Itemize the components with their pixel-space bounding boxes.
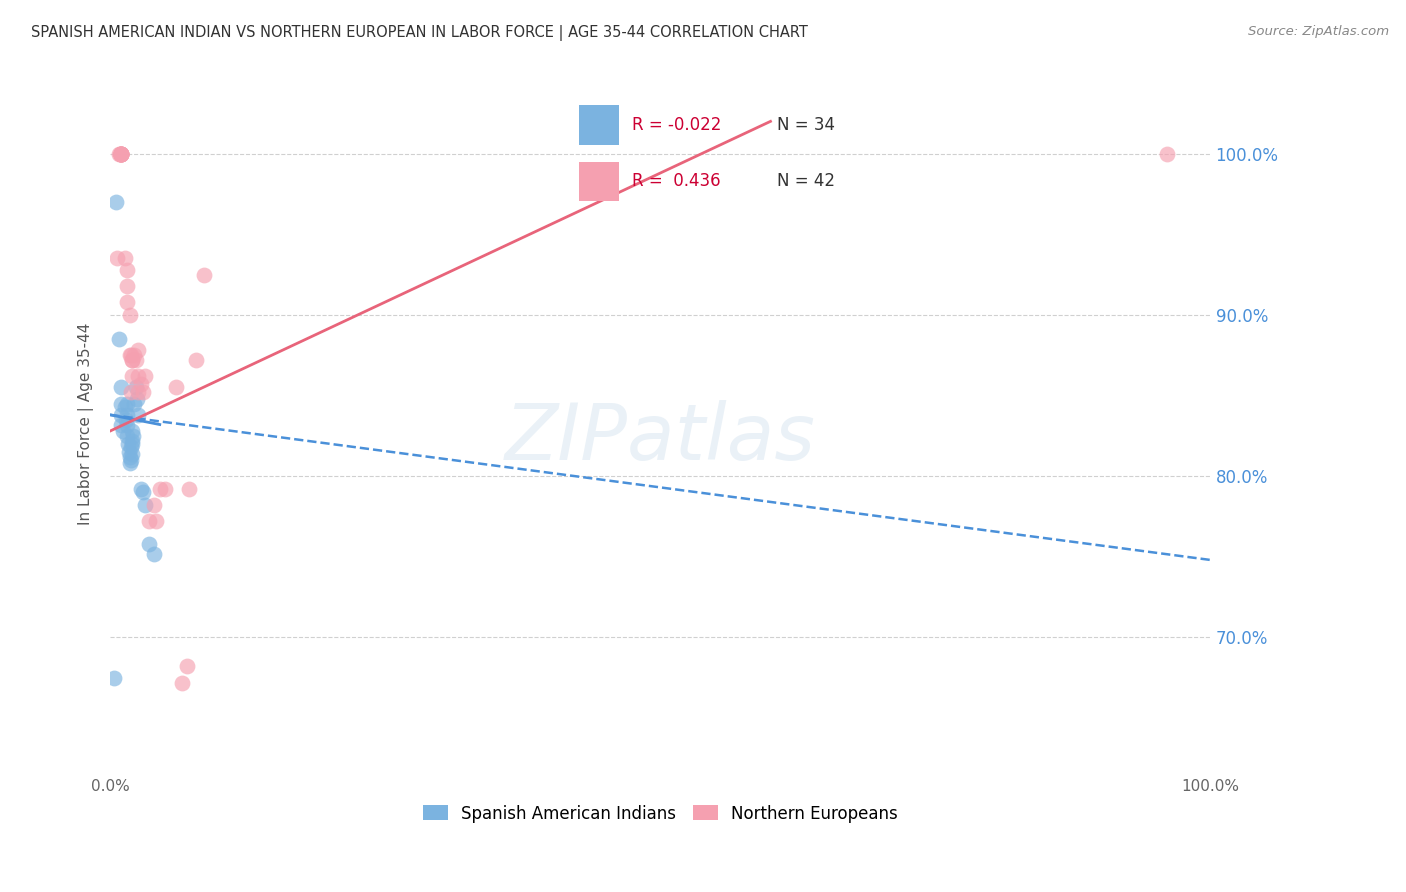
Point <box>114 252 136 266</box>
Point <box>129 377 152 392</box>
Point <box>125 392 148 406</box>
Point <box>115 429 138 443</box>
Point <box>110 380 132 394</box>
Point <box>134 369 156 384</box>
Point <box>115 396 138 410</box>
Point <box>121 437 143 451</box>
Point <box>132 385 155 400</box>
Point <box>110 146 132 161</box>
Point <box>118 445 141 459</box>
Point <box>110 146 132 161</box>
Point <box>127 408 149 422</box>
Point <box>120 348 142 362</box>
Point <box>120 453 142 467</box>
Point <box>155 482 177 496</box>
Point <box>1156 146 1178 161</box>
Point <box>108 332 131 346</box>
Point <box>120 440 142 454</box>
Point <box>118 348 141 362</box>
Point <box>105 252 128 266</box>
Point <box>115 417 138 432</box>
Point <box>143 498 166 512</box>
Point <box>145 514 167 528</box>
Point <box>110 417 132 432</box>
Point <box>114 413 136 427</box>
Point <box>176 659 198 673</box>
Point <box>122 429 145 443</box>
Point <box>110 146 132 161</box>
Point <box>134 498 156 512</box>
Point <box>110 408 132 422</box>
Point <box>120 385 142 400</box>
Point <box>110 146 132 161</box>
Point <box>115 262 138 277</box>
Point <box>114 400 136 414</box>
Text: ZIPatlas: ZIPatlas <box>505 400 815 475</box>
Point <box>165 380 187 394</box>
Point <box>132 485 155 500</box>
Point <box>118 450 141 464</box>
Point <box>143 547 166 561</box>
Point <box>138 537 160 551</box>
Point <box>108 146 131 161</box>
Point <box>129 482 152 496</box>
Point <box>124 396 146 410</box>
Point <box>115 278 138 293</box>
Point <box>179 482 201 496</box>
Point <box>117 437 139 451</box>
Point <box>127 385 149 400</box>
Point <box>118 456 141 470</box>
Point <box>110 146 132 161</box>
Point <box>104 194 127 209</box>
Point <box>110 396 132 410</box>
Legend: Spanish American Indians, Northern Europeans: Spanish American Indians, Northern Europ… <box>416 798 904 830</box>
Point <box>193 268 215 282</box>
Point <box>170 675 193 690</box>
Point <box>127 369 149 384</box>
Point <box>121 424 143 438</box>
Point <box>110 146 132 161</box>
Point <box>124 380 146 394</box>
Point <box>184 353 207 368</box>
Point <box>138 514 160 528</box>
Text: SPANISH AMERICAN INDIAN VS NORTHERN EUROPEAN IN LABOR FORCE | AGE 35-44 CORRELAT: SPANISH AMERICAN INDIAN VS NORTHERN EURO… <box>31 25 808 41</box>
Point <box>121 353 143 368</box>
Point <box>124 348 146 362</box>
Point <box>112 424 135 438</box>
Point <box>149 482 172 496</box>
Point <box>110 146 132 161</box>
Point <box>124 353 146 368</box>
Point <box>103 671 125 685</box>
Point <box>121 446 143 460</box>
Point <box>115 295 138 310</box>
Point <box>127 343 149 358</box>
Text: Source: ZipAtlas.com: Source: ZipAtlas.com <box>1249 25 1389 38</box>
Point <box>110 146 132 161</box>
Point <box>121 434 143 448</box>
Point <box>121 369 143 384</box>
Point <box>118 308 141 322</box>
Y-axis label: In Labor Force | Age 35-44: In Labor Force | Age 35-44 <box>79 323 94 524</box>
Point <box>108 146 131 161</box>
Point <box>121 353 143 368</box>
Point <box>115 408 138 422</box>
